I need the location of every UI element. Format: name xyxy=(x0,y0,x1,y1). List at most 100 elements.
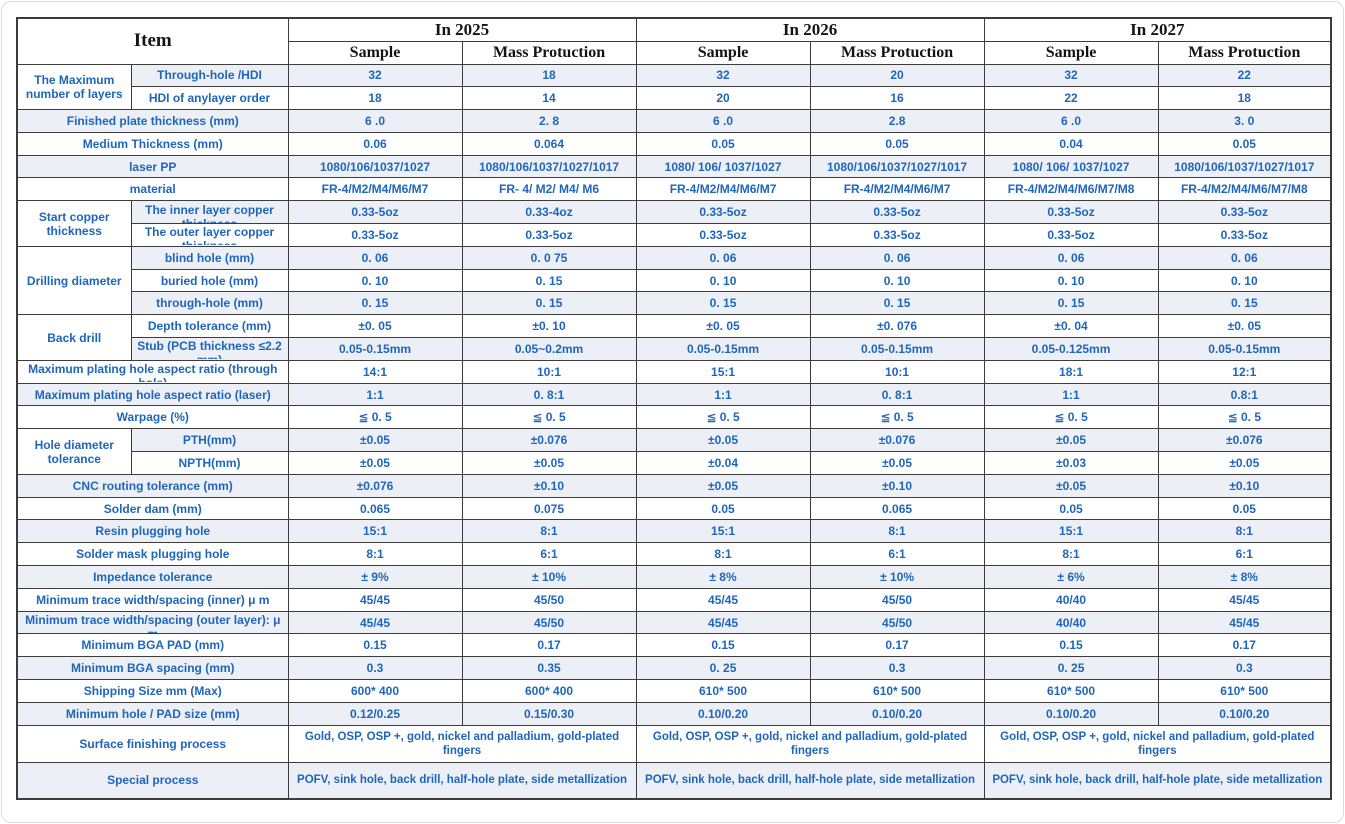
value-cell: 0. 15 xyxy=(983,291,1159,316)
value-cell: 6 .0 xyxy=(983,109,1159,133)
row-label-cell: Through-hole /HDI xyxy=(130,63,289,88)
value-cell: 32 xyxy=(983,63,1159,88)
value-cell: 600* 400 xyxy=(461,679,637,703)
row-label-cell: Minimum BGA spacing (mm) xyxy=(16,656,289,681)
value-cell: ±0.05 xyxy=(1157,451,1332,475)
value-cell: 2. 8 xyxy=(461,109,637,133)
value-cell: 0.3 xyxy=(809,656,985,681)
value-cell: ±0.10 xyxy=(809,473,985,498)
value-cell: 45/50 xyxy=(809,587,985,612)
value-cell: 8:1 xyxy=(1157,519,1332,544)
table-row: Minimum trace width/spacing (outer layer… xyxy=(16,610,1332,635)
value-cell: 0.05-0.15mm xyxy=(287,337,463,361)
value-cell: 45/45 xyxy=(635,610,811,635)
value-cell: 45/50 xyxy=(461,587,637,612)
value-cell: 0. 10 xyxy=(635,268,811,293)
table-row: The Maximum number of layers Through-hole… xyxy=(16,63,1332,111)
value-cell: 0. 15 xyxy=(461,291,637,316)
value-cell: ±0.076 xyxy=(809,428,985,453)
subcol-mass-2025: Mass Protuction xyxy=(461,40,637,65)
row-label-cell: Surface finishing process xyxy=(16,724,289,763)
row-label-cell: Warpage (%) xyxy=(16,405,289,430)
value-cell: ±0. 04 xyxy=(983,314,1159,339)
table-row: Special process POFV, sink hole, back dri… xyxy=(16,761,1332,800)
row-label: Minimum BGA PAD (mm) xyxy=(81,638,225,653)
value-cell: 22 xyxy=(983,86,1159,111)
table-row: Back drill Depth tolerance (mm) ±0. 05 ±0. … xyxy=(16,314,1332,361)
subcol-sample-2027: Sample xyxy=(983,40,1159,65)
row-label: NPTH(mm) xyxy=(178,455,241,470)
value-cell: 0.10/0.20 xyxy=(635,701,811,726)
table-row: buried hole (mm) 0. 10 0. 15 0. 10 0. 10 0. 1… xyxy=(17,268,1332,293)
value-cell: 15:1 xyxy=(983,519,1159,544)
table-row: Shipping Size mm (Max) 600* 400 600* 400 61… xyxy=(16,679,1332,703)
header-row-years: Item In 2025 In 2026 In 2027 xyxy=(16,17,1332,65)
value-cell: 1:1 xyxy=(983,382,1159,407)
table-row: Minimum trace width/spacing (inner) μ m 4… xyxy=(16,587,1332,612)
row-label-cell: PTH(mm) xyxy=(130,428,289,453)
value-cell: 0.15/0.30 xyxy=(461,701,637,726)
value-cell: 20 xyxy=(809,63,985,88)
value-cell: ±0. 05 xyxy=(287,314,463,339)
value-cell: 0.065 xyxy=(287,496,463,521)
value-cell: 3. 0 xyxy=(1157,109,1332,133)
value-cell: ± 8% xyxy=(635,565,811,589)
row-label-cell: Solder mask plugging hole xyxy=(16,542,289,567)
row-group-label: Hole diameter tolerance xyxy=(16,428,132,475)
value-cell: ± 8% xyxy=(1157,565,1332,589)
value-cell: 15:1 xyxy=(287,519,463,544)
value-cell: 0.33-5oz xyxy=(1157,223,1332,247)
row-label: Special process xyxy=(107,773,199,788)
row-label-cell: Maximum plating hole aspect ratio (throu… xyxy=(16,359,289,384)
value-cell: 0.15 xyxy=(635,633,811,658)
value-cell: 0.33-5oz xyxy=(809,223,985,247)
row-label-cell: Finished plate thickness (mm) xyxy=(16,109,289,133)
value-cell: 0. 15 xyxy=(1157,291,1332,316)
row-label-cell: CNC routing tolerance (mm) xyxy=(16,473,289,498)
value-cell: 45/45 xyxy=(287,587,463,612)
value-cell: 1080/ 106/ 1037/1027 xyxy=(983,154,1159,179)
value-cell: 1080/ 106/ 1037/1027 xyxy=(635,154,811,179)
value-cell: 0.3 xyxy=(287,656,463,681)
value-cell: 0. 10 xyxy=(809,268,985,293)
value-cell: FR-4/M2/M4/M6/M7 xyxy=(635,177,811,202)
row-label-cell: through-hole (mm) xyxy=(130,291,289,316)
value-cell: 0.05 xyxy=(635,496,811,521)
table-row: NPTH(mm) ±0.05 ±0.05 ±0.04 ±0.05 ±0.03 ±0.05 xyxy=(17,451,1332,475)
table-row: Minimum hole / PAD size (mm) 0.12/0.25 0.1… xyxy=(16,701,1332,726)
value-cell: ≦ 0. 5 xyxy=(461,405,637,430)
value-cell: 0.04 xyxy=(983,131,1159,156)
row-label: Minimum hole / PAD size (mm) xyxy=(65,706,240,721)
value-cell: 0.05~0.2mm xyxy=(461,337,637,361)
value-cell: 610* 500 xyxy=(983,679,1159,703)
value-cell: 0.15 xyxy=(287,633,463,658)
value-cell: 22 xyxy=(1157,63,1332,88)
value-cell: FR-4/M2/M4/M6/M7/M8 xyxy=(1157,177,1332,202)
value-cell: 0. 06 xyxy=(287,245,463,270)
value-cell: 45/50 xyxy=(809,610,985,635)
value-cell: 0.33-5oz xyxy=(983,200,1159,225)
value-cell: 18 xyxy=(287,86,463,111)
value-cell: 45/45 xyxy=(635,587,811,612)
value-cell: 40/40 xyxy=(983,610,1159,635)
table-row: HDI of anylayer order 18 14 20 16 22 18 xyxy=(17,86,1332,111)
value-cell: 610* 500 xyxy=(809,679,985,703)
table-row: laser PP 1080/106/1037/1027 1080/106/1037/… xyxy=(16,154,1332,179)
value-cell: 1080/106/1037/1027/1017 xyxy=(461,154,637,179)
row-label-cell: The outer layer copper thickness xyxy=(130,223,289,247)
table-row: Stub (PCB thickness ≤2.2 mm)0.05-0.15mm0… xyxy=(17,337,1332,361)
row-label: Solder dam (mm) xyxy=(103,501,202,516)
value-cell: ≦ 0. 5 xyxy=(809,405,985,430)
row-group-label: The Maximum number of layers xyxy=(16,63,132,111)
value-cell: 0. 25 xyxy=(983,656,1159,681)
value-cell: 0.065 xyxy=(809,496,985,521)
value-cell: ±0.076 xyxy=(461,428,637,453)
value-cell: 0.17 xyxy=(1157,633,1332,658)
row-label-cell: Minimum BGA PAD (mm) xyxy=(16,633,289,658)
value-cell: 0. 25 xyxy=(635,656,811,681)
row-label: Surface finishing process xyxy=(79,736,227,751)
value-cell: 0.05-0.15mm xyxy=(809,337,985,361)
value-cell: 0.3 xyxy=(1157,656,1332,681)
value-cell: ≦ 0. 5 xyxy=(287,405,463,430)
value-cell: ±0.076 xyxy=(287,473,463,498)
